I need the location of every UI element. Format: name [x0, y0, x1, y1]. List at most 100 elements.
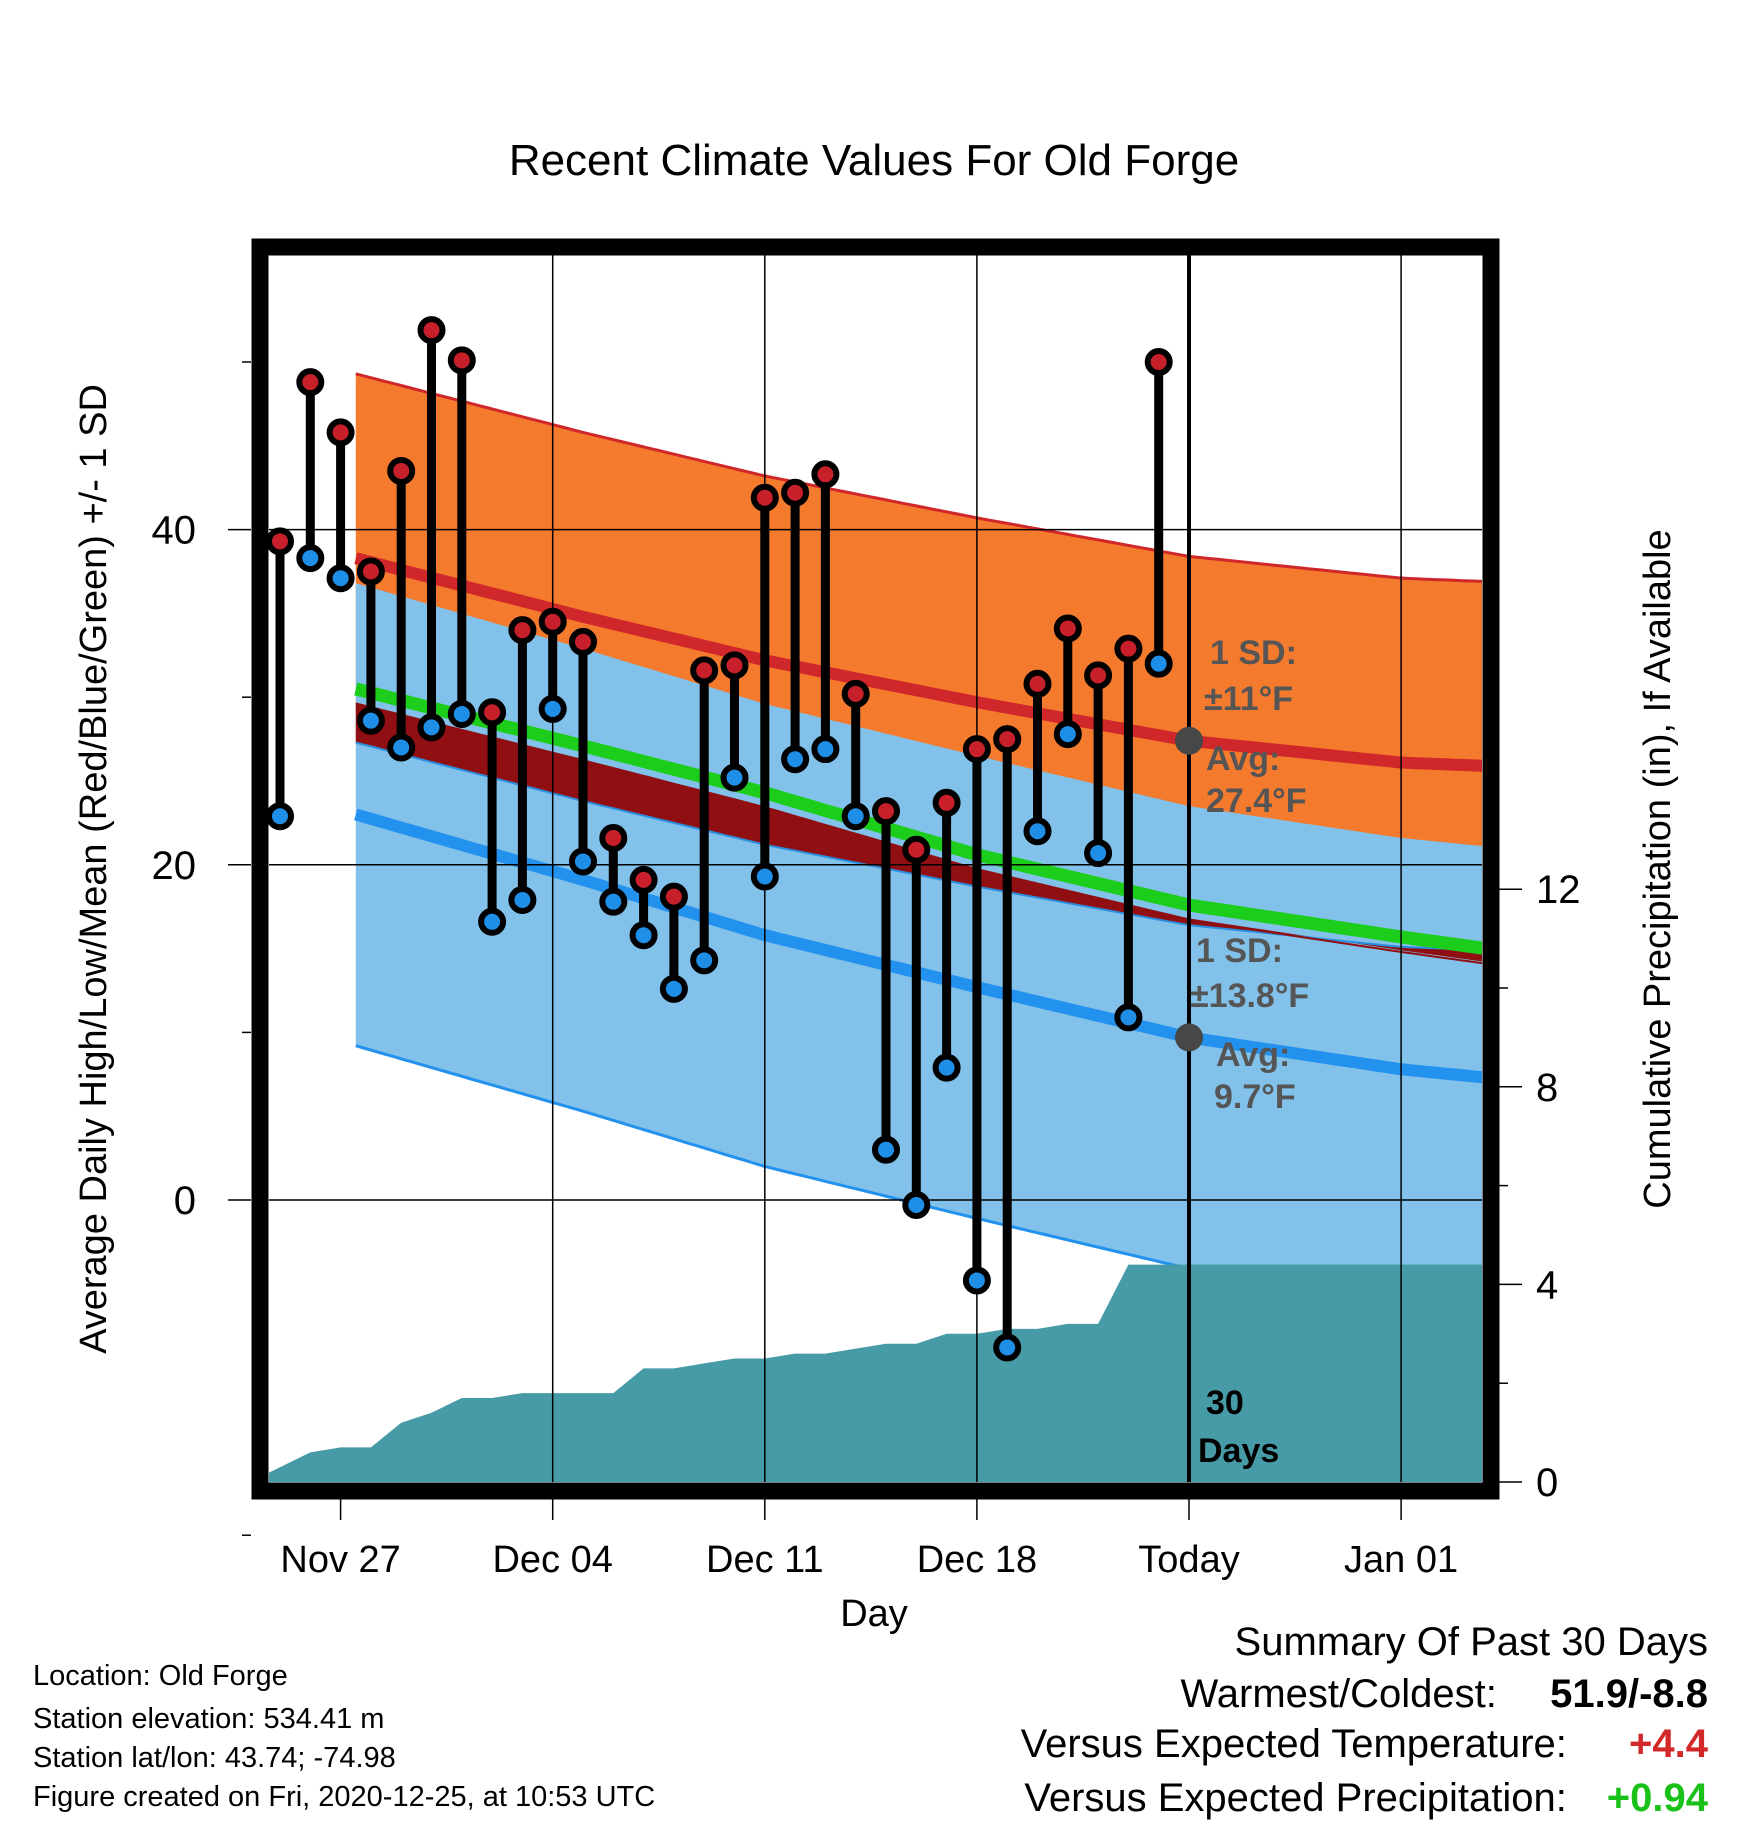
cumulative-precip-area: [269, 1264, 1482, 1482]
low-point: [538, 694, 567, 723]
low-avg-marker: [1175, 1023, 1203, 1052]
high-point: [1084, 661, 1113, 690]
high-point: [690, 656, 719, 685]
y2-tick-label: 12: [1536, 868, 1581, 912]
low-point: [266, 802, 294, 831]
temperature-bars: [275, 330, 1164, 1348]
high-point: [266, 527, 294, 556]
high-point: [599, 823, 628, 852]
high-point: [478, 698, 507, 727]
low-point: [872, 1135, 900, 1164]
low-point: [296, 544, 325, 573]
high-point: [659, 882, 688, 911]
x-tick-label: Today: [1138, 1539, 1239, 1581]
high-point: [872, 797, 900, 826]
low-avg-label: Avg:: [1216, 1036, 1290, 1074]
x-tick-label: Dec 04: [492, 1539, 612, 1581]
high-point: [296, 368, 325, 397]
high-sd-label: 1 SD:: [1210, 634, 1297, 672]
normal-high-line: [354, 552, 1482, 772]
y2-tick-label: 0: [1536, 1461, 1558, 1505]
y2-tick-label: 8: [1536, 1066, 1558, 1110]
warm-cold-label: Warmest/Coldest:: [1180, 1672, 1497, 1716]
low-point: [720, 763, 749, 792]
axes: 0 20 40 0 4 8 12 Dec 04 Dec 11 Dec 18 Today Jan 01 N…: [152, 361, 1581, 1581]
station-latlon: Station lat/lon: 43.74; -74.98: [33, 1742, 396, 1774]
precip-value: +0.94: [1606, 1776, 1708, 1820]
figure-created: Figure created on Fri, 2020-12-25, at 10…: [33, 1781, 656, 1813]
station-elevation: Station elevation: 534.41 m: [33, 1703, 385, 1735]
high-point: [841, 679, 870, 708]
high-point: [1114, 634, 1143, 663]
low-point: [1114, 1003, 1143, 1032]
low-point: [750, 862, 779, 891]
high-point: [781, 478, 810, 507]
x-tick-label: Nov 27: [280, 1539, 400, 1581]
low-point: [447, 699, 476, 728]
low-point: [1023, 817, 1052, 846]
temperature-points: [266, 316, 1173, 1362]
high-point: [326, 418, 355, 447]
low-point: [993, 1333, 1022, 1362]
low-point: [962, 1266, 991, 1295]
low-point: [690, 946, 719, 975]
normal-low-line: [354, 808, 1482, 1084]
high-point: [962, 735, 991, 764]
high-point: [1023, 669, 1052, 698]
high-point: [993, 725, 1022, 754]
x-axis-label: Day: [840, 1593, 908, 1635]
low-point: [659, 974, 688, 1003]
y-tick-label: 40: [152, 509, 197, 553]
low-point: [417, 713, 446, 742]
low-point: [508, 885, 537, 914]
high-point: [720, 651, 749, 680]
high-point: [508, 616, 537, 645]
high-point: [417, 316, 446, 345]
temp-label: Versus Expected Temperature:: [1020, 1722, 1567, 1766]
high-point: [569, 627, 597, 656]
y-tick-label: 20: [152, 844, 197, 888]
high-sd-value: ±11°F: [1204, 680, 1293, 718]
high-point: [1053, 614, 1082, 643]
x-tick-label: Dec 18: [917, 1539, 1037, 1581]
high-avg-value: 27.4°F: [1206, 782, 1307, 820]
period-label: 30: [1206, 1384, 1244, 1422]
precip-label: Versus Expected Precipitation:: [1024, 1776, 1567, 1820]
summary-warm-cold: Warmest/Coldest: 51.9/-8.8: [1181, 1672, 1709, 1717]
period-unit-label: Days: [1198, 1432, 1279, 1470]
temp-value: +4.4: [1629, 1722, 1708, 1766]
chart-title: Recent Climate Values For Old Forge: [509, 136, 1239, 185]
low-point: [811, 735, 840, 764]
high-point: [538, 607, 567, 636]
low-point: [781, 745, 810, 774]
low-point: [569, 847, 597, 876]
high-point: [902, 835, 931, 864]
low-avg-value: 9.7°F: [1214, 1078, 1296, 1116]
high-point: [932, 788, 961, 817]
low-point: [599, 887, 628, 916]
high-point: [750, 483, 779, 512]
low-point: [902, 1191, 931, 1220]
low-point: [1084, 839, 1113, 868]
low-sd-label: 1 SD:: [1196, 932, 1283, 970]
low-point: [841, 802, 870, 831]
y2-axis-label: Cumulative Precipitation (in), If Availa…: [1637, 529, 1679, 1208]
low-point: [478, 907, 507, 936]
summary-heading: Summary Of Past 30 Days: [1234, 1620, 1708, 1664]
low-point: [1053, 720, 1082, 749]
low-point: [326, 564, 355, 593]
summary-precip: Versus Expected Precipitation: +0.94: [1024, 1776, 1708, 1821]
low-point: [932, 1053, 961, 1082]
low-sd-value: ±13.8°F: [1190, 977, 1309, 1015]
y-tick-label: 0: [174, 1179, 196, 1223]
high-point: [356, 557, 385, 586]
warm-cold-value: 51.9/-8.8: [1550, 1672, 1708, 1716]
high-point: [447, 346, 476, 375]
y2-tick-label: 4: [1536, 1263, 1558, 1307]
high-point: [811, 460, 840, 489]
low-point: [1144, 649, 1173, 678]
low-point: [629, 921, 658, 950]
x-tick-label: Dec 11: [706, 1539, 824, 1581]
summary-temp: Versus Expected Temperature: +4.4: [1021, 1722, 1708, 1767]
